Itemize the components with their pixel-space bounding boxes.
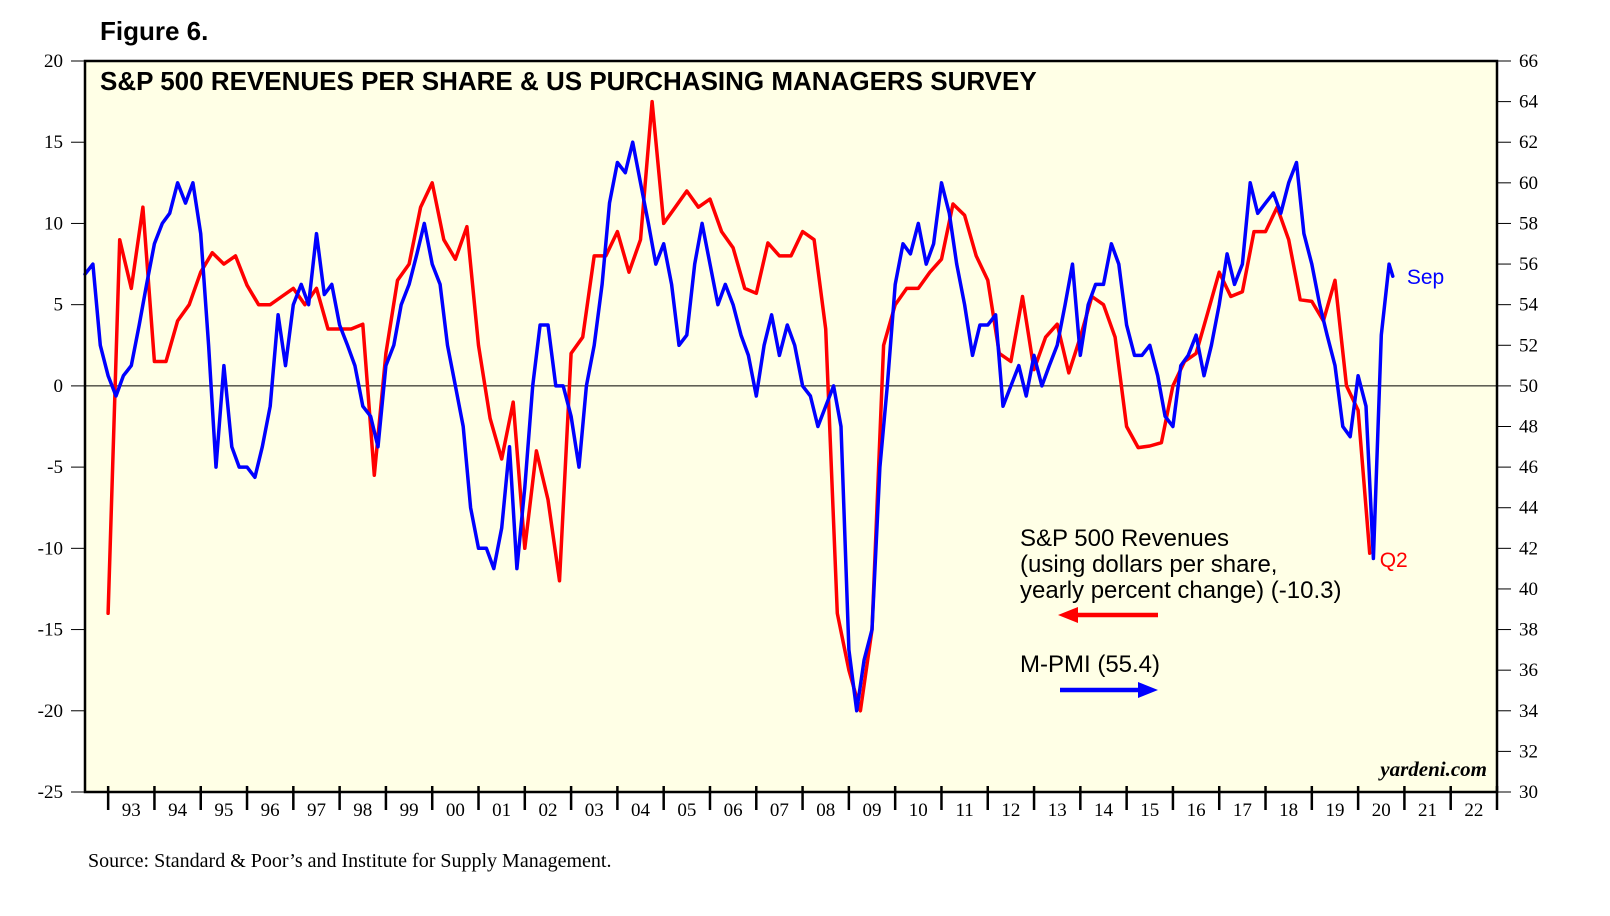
right-axis-tick-label: 60: [1519, 173, 1538, 194]
year-label: 15: [1140, 800, 1159, 821]
right-axis-tick-label: 30: [1519, 782, 1538, 803]
revenues-legend-line: (using dollars per share,: [1020, 551, 1277, 578]
figure-label: Figure 6.: [100, 16, 209, 46]
year-label: 14: [1094, 800, 1114, 821]
year-label: 12: [1001, 800, 1020, 821]
pmi-legend-line: M-PMI (55.4): [1020, 651, 1160, 678]
right-axis-tick-label: 48: [1519, 417, 1538, 438]
year-label: 02: [538, 800, 557, 821]
right-axis-tick-label: 38: [1519, 620, 1538, 641]
year-label: 93: [122, 800, 141, 821]
revenues-legend-line: S&P 500 Revenues: [1020, 525, 1229, 552]
right-axis-tick-label: 40: [1519, 579, 1538, 600]
year-label: 99: [400, 800, 419, 821]
right-axis-tick-label: 56: [1519, 254, 1538, 275]
right-axis-tick-label: 44: [1519, 498, 1539, 519]
year-label: 18: [1279, 800, 1298, 821]
chart-title: S&P 500 REVENUES PER SHARE & US PURCHASI…: [100, 66, 1037, 96]
year-label: 19: [1325, 800, 1344, 821]
right-axis-tick-label: 58: [1519, 213, 1538, 234]
pmi-end-label: Sep: [1407, 266, 1444, 289]
year-label: 08: [816, 800, 835, 821]
year-label: 00: [446, 800, 465, 821]
left-axis-tick-label: -15: [38, 620, 63, 641]
watermark: yardeni.com: [1377, 757, 1487, 781]
year-label: 04: [631, 800, 651, 821]
revenues-end-label: Q2: [1380, 549, 1408, 572]
year-label: 98: [353, 800, 372, 821]
year-label: 06: [724, 800, 743, 821]
year-label: 05: [677, 800, 696, 821]
year-label: 11: [955, 800, 973, 821]
left-arrow-icon: [1058, 607, 1078, 623]
left-axis-tick-label: -5: [47, 457, 63, 478]
year-label: 16: [1187, 800, 1206, 821]
year-label: 20: [1372, 800, 1391, 821]
source-note: Source: Standard & Poor’s and Institute …: [88, 850, 612, 872]
year-label: 01: [492, 800, 511, 821]
year-label: 95: [214, 800, 233, 821]
left-axis-tick-label: 10: [44, 213, 63, 234]
year-label: 13: [1048, 800, 1067, 821]
right-axis-tick-label: 66: [1519, 51, 1538, 72]
revenues-series-line: [106, 99, 1372, 713]
left-axis-tick-label: -25: [38, 782, 63, 803]
year-label: 21: [1418, 800, 1437, 821]
right-axis-tick-label: 52: [1519, 335, 1538, 356]
right-axis-tick-label: 64: [1519, 92, 1539, 113]
year-label: 96: [261, 800, 280, 821]
left-axis-tick-label: 15: [44, 132, 63, 153]
right-axis-tick-label: 32: [1519, 741, 1538, 762]
right-axis-tick-label: 42: [1519, 538, 1538, 559]
year-label: 97: [307, 800, 326, 821]
year-label: 03: [585, 800, 604, 821]
right-axis-tick-label: 36: [1519, 660, 1538, 681]
year-label: 94: [168, 800, 188, 821]
plot-background: [85, 61, 1497, 792]
right-axis-tick-label: 50: [1519, 376, 1538, 397]
left-axis-tick-label: 20: [44, 51, 63, 72]
left-axis-tick-label: 0: [54, 376, 64, 397]
year-label: 17: [1233, 800, 1252, 821]
right-arrow-icon: [1138, 682, 1158, 698]
left-axis-tick-label: -20: [38, 701, 63, 722]
year-label: 09: [863, 800, 882, 821]
right-axis-tick-label: 46: [1519, 457, 1538, 478]
year-label: 10: [909, 800, 928, 821]
right-axis-tick-label: 34: [1519, 701, 1539, 722]
year-label: 22: [1464, 800, 1483, 821]
revenues-legend-line: yearly percent change) (-10.3): [1020, 577, 1342, 604]
right-axis-tick-label: 62: [1519, 132, 1538, 153]
right-axis-tick-label: 54: [1519, 295, 1539, 316]
left-axis-tick-label: 5: [54, 295, 64, 316]
year-label: 07: [770, 800, 789, 821]
left-axis-tick-label: -10: [38, 538, 63, 559]
pmi-series-line: [83, 140, 1395, 713]
